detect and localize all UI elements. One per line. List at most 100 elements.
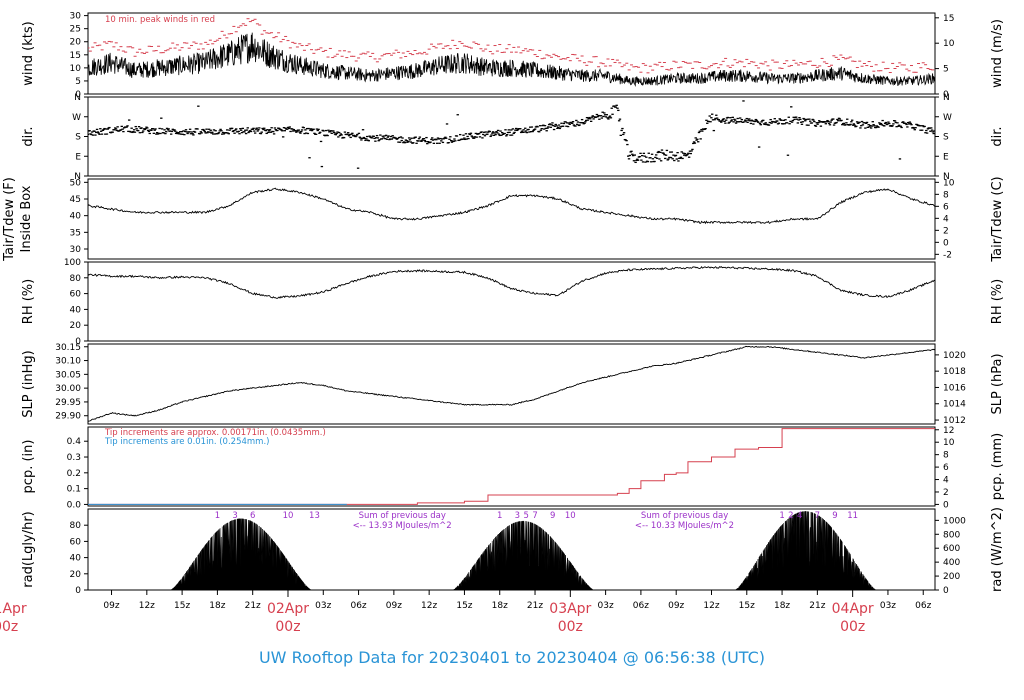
x-day-time: 00z (840, 619, 865, 635)
y-tick-label: 60 (70, 537, 82, 547)
x-tick-label: 06z (350, 601, 366, 611)
y-axis-label: pcp. (in) (21, 440, 36, 494)
y-tick-label-right: 400 (943, 558, 960, 568)
plot-area (88, 345, 935, 422)
rad-area (170, 518, 312, 590)
x-tick-label: 12z (139, 601, 155, 611)
y-tick-label-right: 4 (943, 476, 949, 486)
y-tick-label-right: 6 (943, 202, 949, 212)
y-tick-label-right: 10 (943, 438, 955, 448)
rad-hour-label: 10 (283, 511, 294, 521)
rad-area (452, 520, 594, 590)
y-axis-label: dir. (21, 126, 36, 146)
y-axis-label-right: dir. (990, 126, 1005, 146)
y-tick-label: 0 (75, 337, 81, 347)
rad-hour-label: 1 (497, 511, 502, 521)
y-tick-label: 45 (70, 195, 81, 205)
y-tick-label-right: 8 (943, 190, 949, 200)
x-day-label: 01Apr (0, 601, 27, 617)
x-tick-label: 12z (421, 601, 437, 611)
rad-area (734, 511, 877, 590)
temp-line (88, 187, 935, 225)
y-tick-label-right: 10 (943, 178, 955, 188)
panel-frame (87, 343, 936, 425)
panel-frame (87, 261, 936, 342)
y-tick-label-right: W (943, 113, 952, 123)
y-tick-label-right: 15 (943, 14, 954, 24)
y-tick-label-right: 10 (943, 39, 955, 49)
plot-area (88, 187, 935, 225)
rad-hour-label: 1 (779, 511, 784, 521)
y-tick-label-right: 0 (943, 586, 949, 596)
y-tick-label: 29.95 (55, 398, 81, 408)
y-tick-label-right: 0 (943, 90, 949, 100)
plot-area (88, 18, 935, 88)
x-tick-label: 06z (633, 601, 649, 611)
y-axis-label-right: wind (m/s) (990, 19, 1005, 88)
y-tick-label: 40 (70, 305, 82, 315)
panel-slp: 29.90 29.95 30.00 30.05 30.10 30.15 1012 1014 10… (21, 343, 1005, 426)
x-tick-label: 03z (880, 601, 896, 611)
slp-line (88, 345, 935, 422)
y-tick-label-right: E (943, 152, 949, 162)
x-tick-label: 09z (386, 601, 402, 611)
time-axis: 09z 12z 15z 18z 21z 03z 06z 09z 12z 15z 18z 21z 03z 0… (0, 590, 932, 635)
y-tick-label: 60 (70, 290, 82, 300)
y-tick-label: 50 (70, 178, 82, 188)
wind-line (88, 32, 935, 88)
y-tick-label: 25 (70, 25, 81, 35)
rad-hour-label: 5 (523, 511, 528, 521)
x-tick-label: 09z (668, 601, 684, 611)
x-day-label: 02Apr (267, 601, 309, 617)
x-tick-label: 15z (174, 601, 190, 611)
y-tick-label-right: N (943, 93, 950, 103)
y-tick-label: 30.15 (55, 343, 81, 353)
y-tick-label: 30.10 (55, 357, 81, 367)
y-tick-label: 20 (70, 321, 82, 331)
x-tick-label: 12z (703, 601, 719, 611)
x-tick-label: 18z (492, 601, 508, 611)
y-tick-label: 80 (70, 274, 82, 284)
y-tick-label-right: 1018 (943, 367, 966, 377)
y-tick-label: 30 (70, 12, 82, 22)
y-axis-label: SLP (inHg) (21, 350, 36, 418)
y-tick-label: N (74, 93, 81, 103)
wind-annotation: 10 min. peak winds in red (105, 15, 215, 25)
y-tick-label: N (74, 172, 81, 182)
y-axis-label-right: pcp. (mm) (990, 433, 1005, 500)
y-tick-label: 35 (70, 228, 81, 238)
y-tick-label: 0 (75, 90, 81, 100)
y-tick-label-right: 0 (943, 238, 949, 248)
panel-frame (87, 96, 936, 177)
x-tick-label: 15z (739, 601, 755, 611)
y-axis-label-2: Inside Box (19, 185, 34, 252)
rad-hour-label: 11 (847, 511, 858, 521)
rad-hour-label: 4 (797, 511, 802, 521)
y-tick-label-right: 800 (943, 530, 960, 540)
rad-hour-label: 9 (550, 511, 555, 521)
y-tick-label: 40 (70, 554, 82, 564)
x-tick-label: 06z (915, 601, 931, 611)
x-tick-label: 03z (598, 601, 614, 611)
x-day-time: 00z (558, 619, 583, 635)
y-tick-label: E (75, 152, 81, 162)
x-day-label: 04Apr (832, 601, 874, 617)
plot-area (88, 266, 935, 299)
x-tick-label: 03z (315, 601, 331, 611)
y-axis-label-right: Tair/Tdew (C) (990, 176, 1005, 262)
panel-frame (87, 178, 936, 260)
y-tick-label: 80 (70, 521, 82, 531)
y-tick-label-right: 1014 (943, 400, 966, 410)
y-tick-label-right: 2 (943, 226, 949, 236)
chart-title: UW Rooftop Data for 20230401 to 20230404… (258, 648, 766, 667)
panel-temp: 30 35 40 45 50 -2 0 2 4 6 8 10 Tair/Tdew (F) Inside B… (2, 176, 1005, 262)
plot-area (88, 428, 935, 505)
rad-sum-label: Sum of previous day (641, 511, 728, 521)
rad-hour-label: 7 (532, 511, 537, 521)
rad-hour-label: 13 (309, 511, 320, 521)
rad-hour-label: 7 (815, 511, 820, 521)
x-tick-label: 21z (245, 601, 261, 611)
y-tick-label-right: 600 (943, 544, 960, 554)
